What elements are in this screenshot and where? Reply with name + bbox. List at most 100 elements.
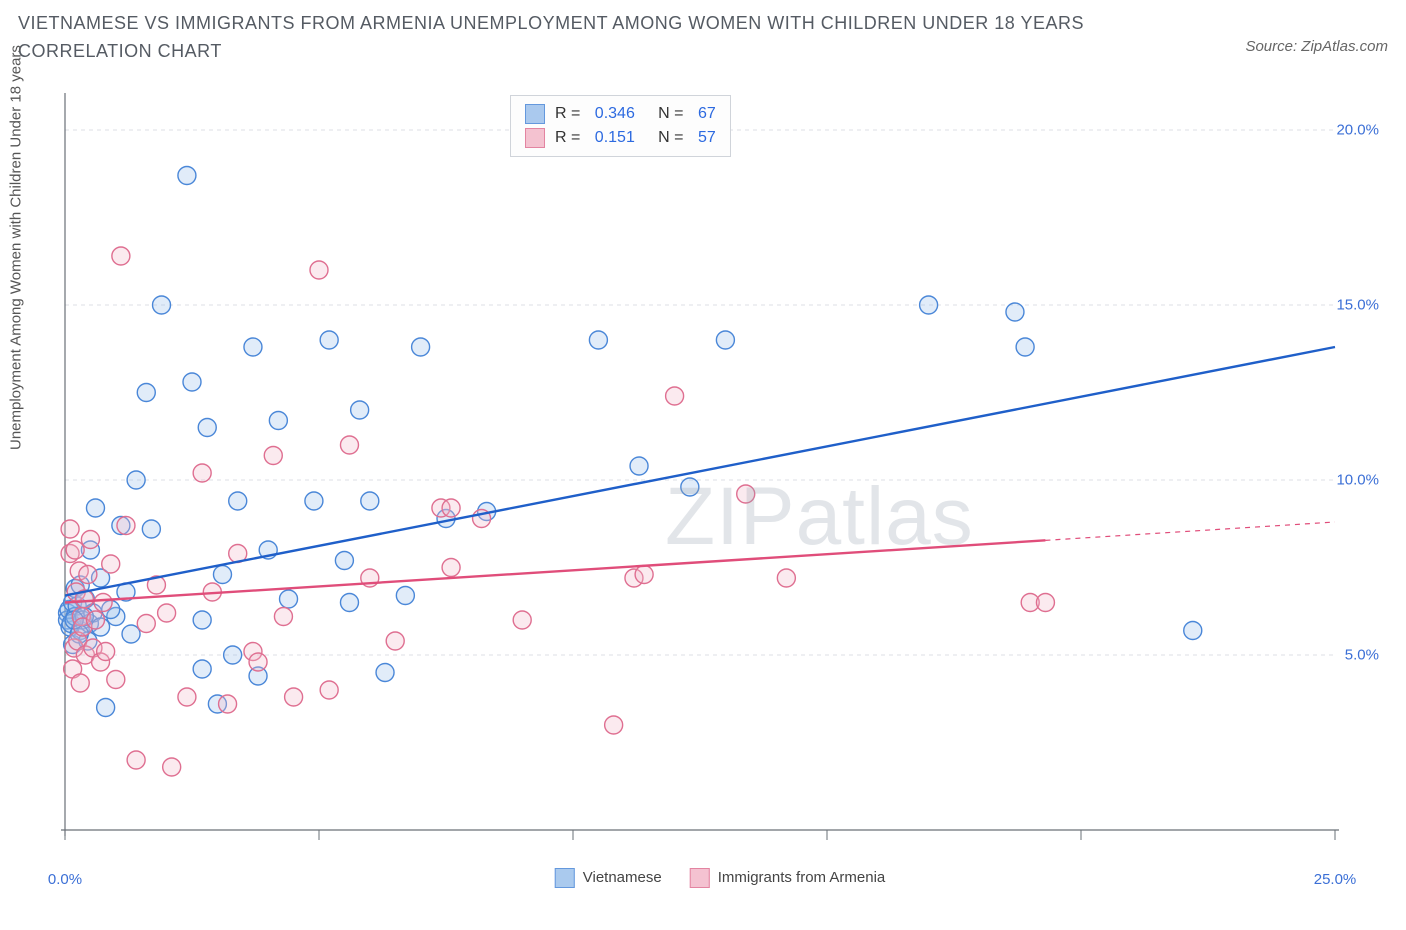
scatter-point	[198, 419, 216, 437]
stats-legend-row: R = 0.346 N = 67	[525, 102, 716, 126]
plot-area: 5.0%10.0%15.0%20.0%0.0%25.0%R = 0.346 N …	[55, 90, 1385, 860]
scatter-point	[86, 499, 104, 517]
scatter-point	[71, 674, 89, 692]
legend-swatch	[525, 128, 545, 148]
trend-line	[65, 347, 1335, 596]
legend-swatch	[690, 868, 710, 888]
stats-legend: R = 0.346 N = 67R = 0.151 N = 57	[510, 95, 731, 157]
scatter-point	[137, 384, 155, 402]
legend-swatch	[555, 868, 575, 888]
scatter-point	[320, 681, 338, 699]
scatter-point	[376, 664, 394, 682]
legend-n-label: N =	[645, 102, 688, 126]
scatter-point	[163, 758, 181, 776]
legend-n-value: 67	[698, 102, 716, 126]
y-tick-label: 10.0%	[1336, 472, 1379, 489]
scatter-point	[777, 569, 795, 587]
scatter-point	[681, 478, 699, 496]
legend-r-label: R =	[555, 126, 585, 150]
series-legend-item: Vietnamese	[555, 868, 662, 888]
x-tick-label: 25.0%	[1314, 871, 1357, 888]
scatter-point	[412, 338, 430, 356]
scatter-point	[97, 643, 115, 661]
scatter-point	[66, 541, 84, 559]
trend-line-extrapolated	[1045, 522, 1335, 540]
legend-r-label: R =	[555, 102, 585, 126]
scatter-point	[335, 552, 353, 570]
scatter-point	[635, 566, 653, 584]
scatter-point	[97, 699, 115, 717]
scatter-point	[269, 412, 287, 430]
scatter-point	[249, 653, 267, 671]
scatter-point	[442, 499, 460, 517]
scatter-point	[153, 296, 171, 314]
scatter-point	[285, 688, 303, 706]
scatter-point	[117, 517, 135, 535]
scatter-point	[127, 751, 145, 769]
scatter-point	[102, 555, 120, 573]
scatter-point	[193, 464, 211, 482]
scatter-point	[81, 531, 99, 549]
scatter-point	[605, 716, 623, 734]
legend-n-value: 57	[698, 126, 716, 150]
stats-legend-row: R = 0.151 N = 57	[525, 126, 716, 150]
y-tick-label: 5.0%	[1345, 647, 1379, 664]
y-tick-label: 15.0%	[1336, 297, 1379, 314]
x-tick-label: 0.0%	[48, 871, 82, 888]
scatter-point	[305, 492, 323, 510]
trend-line	[65, 540, 1045, 602]
scatter-point	[361, 492, 379, 510]
scatter-point	[178, 167, 196, 185]
scatter-point	[61, 520, 79, 538]
scatter-point	[213, 566, 231, 584]
series-legend-label: Vietnamese	[583, 869, 662, 886]
scatter-point	[107, 671, 125, 689]
legend-swatch	[525, 104, 545, 124]
scatter-point	[280, 590, 298, 608]
scatter-point	[79, 566, 97, 584]
scatter-point	[340, 594, 358, 612]
chart-container: VIETNAMESE VS IMMIGRANTS FROM ARMENIA UN…	[0, 0, 1406, 930]
scatter-point	[513, 611, 531, 629]
legend-r-value: 0.346	[595, 102, 635, 126]
scatter-point	[666, 387, 684, 405]
scatter-point	[920, 296, 938, 314]
scatter-point	[127, 471, 145, 489]
scatter-point	[442, 559, 460, 577]
scatter-point	[386, 632, 404, 650]
legend-n-label: N =	[645, 126, 688, 150]
series-legend-label: Immigrants from Armenia	[718, 869, 886, 886]
scatter-point	[716, 331, 734, 349]
scatter-point	[244, 338, 262, 356]
scatter-point	[112, 247, 130, 265]
scatter-point	[737, 485, 755, 503]
scatter-point	[86, 611, 104, 629]
chart-title: VIETNAMESE VS IMMIGRANTS FROM ARMENIA UN…	[18, 10, 1138, 66]
scatter-point	[274, 608, 292, 626]
scatter-point	[122, 625, 140, 643]
scatter-point	[142, 520, 160, 538]
scatter-point	[351, 401, 369, 419]
y-tick-label: 20.0%	[1336, 122, 1379, 139]
scatter-point	[229, 492, 247, 510]
scatter-point	[340, 436, 358, 454]
header-row: VIETNAMESE VS IMMIGRANTS FROM ARMENIA UN…	[18, 10, 1388, 66]
scatter-point	[1184, 622, 1202, 640]
series-legend-item: Immigrants from Armenia	[690, 868, 886, 888]
scatter-point	[178, 688, 196, 706]
scatter-point	[589, 331, 607, 349]
legend-r-value: 0.151	[595, 126, 635, 150]
scatter-point	[193, 611, 211, 629]
scatter-point	[310, 261, 328, 279]
scatter-point	[396, 587, 414, 605]
source-attribution: Source: ZipAtlas.com	[1245, 38, 1388, 55]
scatter-point	[264, 447, 282, 465]
scatter-point	[1006, 303, 1024, 321]
scatter-point	[320, 331, 338, 349]
scatter-point	[158, 604, 176, 622]
scatter-point	[193, 660, 211, 678]
scatter-point	[1016, 338, 1034, 356]
scatter-point	[1036, 594, 1054, 612]
scatter-point	[219, 695, 237, 713]
y-axis-label: Unemployment Among Women with Children U…	[8, 45, 25, 450]
